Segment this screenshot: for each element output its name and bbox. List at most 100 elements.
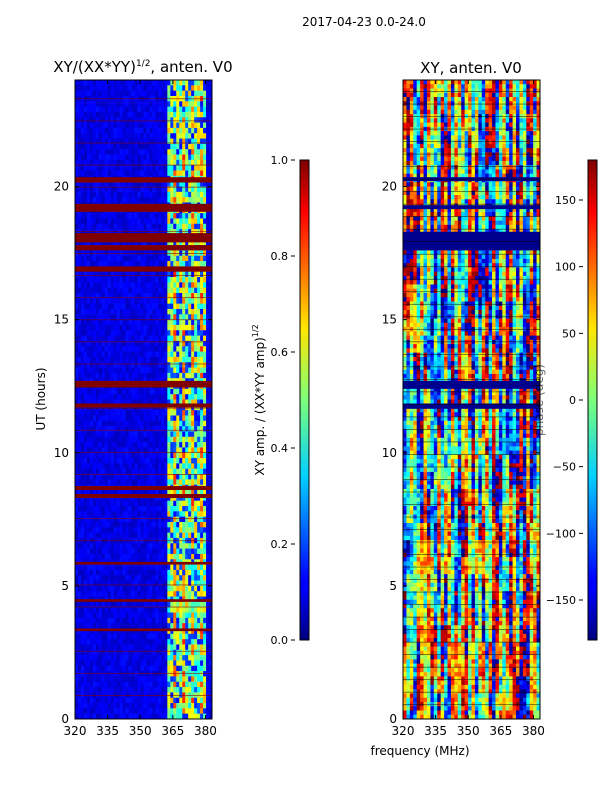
amplitude-cell	[167, 101, 171, 108]
amplitude-cell	[131, 639, 135, 645]
amplitude-cell	[179, 218, 183, 225]
amplitude-cell	[80, 426, 85, 432]
amplitude-cell	[98, 319, 103, 326]
amplitude-cell	[140, 532, 144, 539]
amplitude-cell	[203, 181, 207, 187]
amplitude-cell	[179, 628, 183, 635]
amplitude-cell	[137, 293, 141, 299]
amplitude-cell	[149, 644, 153, 651]
amplitude-cell	[143, 575, 147, 581]
amplitude-cell	[197, 330, 201, 336]
amplitude-cell	[89, 111, 94, 118]
amplitude-cell	[179, 362, 183, 368]
amplitude-cell	[200, 340, 204, 347]
amplitude-cell	[173, 415, 177, 422]
amplitude-cell	[155, 436, 159, 443]
amplitude-cell	[119, 548, 124, 555]
amplitude-cell	[122, 655, 127, 661]
amplitude-cell	[158, 394, 162, 400]
amplitude-cell	[206, 548, 210, 555]
amplitude-cell	[158, 649, 162, 656]
amplitude-cell	[167, 548, 171, 555]
amplitude-cell	[200, 580, 204, 587]
amplitude-cell	[167, 324, 171, 331]
amplitude-cell	[110, 80, 115, 86]
amplitude-cell	[128, 452, 132, 459]
amplitude-cell	[173, 452, 177, 459]
amplitude-cell	[116, 261, 121, 267]
amplitude-cell	[83, 442, 88, 448]
amplitude-cell	[107, 127, 112, 134]
amplitude-cell	[116, 420, 121, 427]
amplitude-cell	[86, 458, 91, 464]
amplitude-cell	[125, 308, 130, 315]
amplitude-cell	[167, 186, 171, 193]
amplitude-cell	[101, 298, 106, 305]
amplitude-cell	[95, 282, 100, 289]
amplitude-cell	[137, 372, 141, 379]
amplitude-cell	[209, 623, 212, 629]
amplitude-cell	[131, 101, 135, 108]
amplitude-cell	[95, 527, 100, 534]
amplitude-cell	[113, 287, 118, 294]
amplitude-cell	[179, 399, 183, 406]
amplitude-cell	[161, 516, 165, 523]
amplitude-cell	[98, 340, 103, 347]
amplitude-cell	[182, 223, 186, 230]
amplitude-cell	[122, 117, 127, 124]
amplitude-cell	[140, 351, 144, 358]
amplitude-cell	[75, 143, 79, 150]
amplitude-cell	[107, 308, 112, 315]
amplitude-cell	[155, 277, 159, 283]
amplitude-cell	[206, 527, 210, 534]
amplitude-cell	[203, 314, 207, 321]
amplitude-cell	[188, 255, 192, 262]
amplitude-cell	[125, 101, 130, 108]
amplitude-cell	[149, 532, 153, 539]
amplitude-cell	[179, 388, 183, 395]
amplitude-cell	[83, 404, 88, 411]
amplitude-cell	[80, 218, 85, 225]
amplitude-cell	[209, 591, 212, 597]
amplitude-cell	[149, 314, 153, 321]
amplitude-cell	[176, 506, 180, 512]
amplitude-cell	[158, 644, 162, 651]
amplitude-cell	[197, 612, 201, 619]
amplitude-cell	[80, 213, 85, 219]
amplitude-cell	[185, 580, 189, 587]
amplitude-cell	[137, 564, 141, 571]
amplitude-cell	[131, 229, 135, 235]
amplitude-cell	[77, 479, 82, 486]
amplitude-cell	[95, 532, 100, 539]
amplitude-cell	[182, 165, 186, 171]
amplitude-cell	[140, 346, 144, 352]
amplitude-cell	[203, 436, 207, 443]
amplitude-cell	[188, 277, 192, 283]
amplitude-cell	[140, 277, 144, 283]
amplitude-cell	[101, 617, 106, 624]
amplitude-cell	[95, 655, 100, 661]
amplitude-cell	[203, 442, 207, 448]
amplitude-cell	[170, 506, 174, 512]
amplitude-cell	[206, 261, 210, 267]
amplitude-cell	[191, 420, 195, 427]
amplitude-cell	[125, 372, 130, 379]
amplitude-cell	[134, 303, 138, 310]
amplitude-cell	[110, 623, 115, 629]
amplitude-cell	[86, 239, 91, 246]
amplitude-cell	[122, 356, 127, 363]
amplitude-cell	[209, 495, 212, 502]
amplitude-cell	[200, 394, 204, 400]
amplitude-cell	[77, 394, 82, 400]
amplitude-cell	[182, 436, 186, 443]
amplitude-cell	[86, 431, 91, 438]
amplitude-cell	[200, 218, 204, 225]
amplitude-cell	[107, 181, 112, 187]
amplitude-cell	[137, 277, 141, 283]
amplitude-cell	[89, 553, 94, 560]
amplitude-cell	[86, 133, 91, 139]
amplitude-cell	[200, 154, 204, 161]
amplitude-cell	[206, 319, 210, 326]
amplitude-cell	[170, 649, 174, 656]
amplitude-cell	[206, 159, 210, 166]
